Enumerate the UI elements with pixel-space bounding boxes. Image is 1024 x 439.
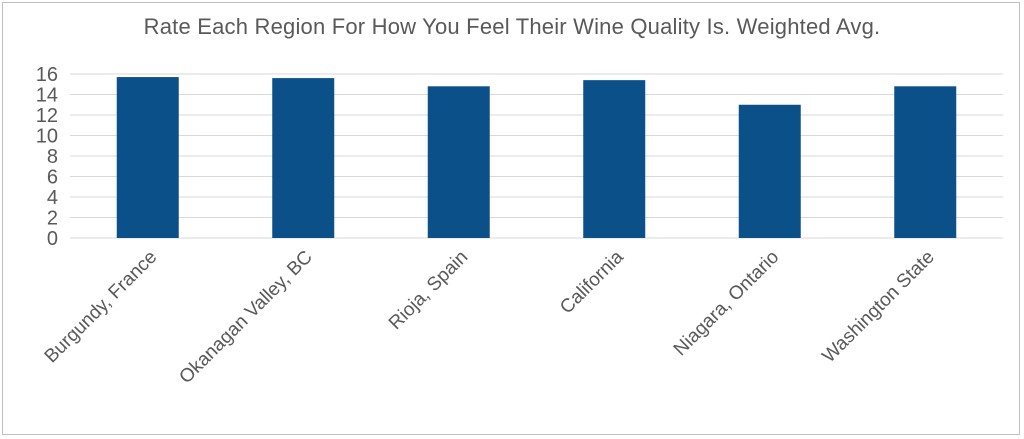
bar bbox=[894, 86, 957, 238]
y-tick-label: 6 bbox=[47, 167, 58, 189]
category-label: Burgundy, France bbox=[41, 247, 162, 368]
y-tick-label: 8 bbox=[47, 146, 58, 168]
y-tick-label: 2 bbox=[47, 208, 58, 230]
bar bbox=[738, 104, 801, 238]
bar bbox=[272, 78, 335, 238]
bar bbox=[583, 80, 646, 239]
y-tick-label: 0 bbox=[47, 228, 58, 250]
category-label: California bbox=[556, 246, 628, 318]
y-tick-label: 12 bbox=[36, 105, 58, 127]
bar bbox=[427, 86, 490, 238]
y-tick-label: 16 bbox=[36, 64, 58, 86]
category-label: Rioja, Spain bbox=[385, 247, 472, 334]
category-label: Okanagan Valley, BC bbox=[175, 247, 316, 388]
category-label: Washington State bbox=[818, 247, 938, 367]
y-tick-label: 10 bbox=[36, 126, 58, 148]
chart-title: Rate Each Region For How You Feel Their … bbox=[143, 14, 881, 39]
y-tick-label: 4 bbox=[47, 187, 58, 209]
y-tick-label: 14 bbox=[36, 85, 58, 107]
category-label: Niagara, Ontario bbox=[670, 247, 783, 360]
bar bbox=[116, 77, 179, 238]
